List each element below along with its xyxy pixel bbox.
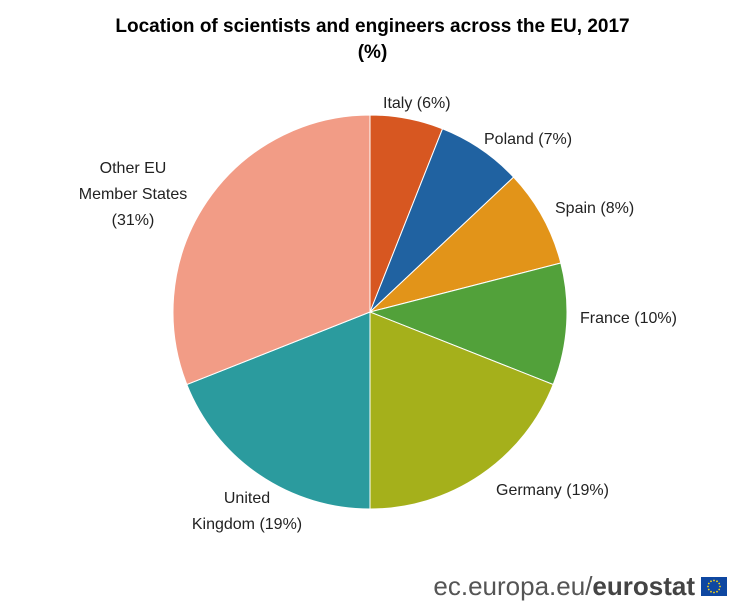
slice-label-line: Spain (8%) bbox=[555, 200, 634, 217]
slice-label: United Kingdom (19%) bbox=[192, 490, 302, 533]
slice-label-line: Kingdom (19%) bbox=[192, 516, 302, 533]
pie-slice bbox=[186, 311, 371, 510]
slice-label-line: France (10%) bbox=[580, 310, 677, 327]
flag-star bbox=[707, 582, 710, 584]
footer-site: ec.europa.eu/ bbox=[433, 570, 593, 601]
slice-label: France (10%) bbox=[580, 310, 677, 327]
eurostat-footer: ec.europa.eu/eurostat bbox=[433, 571, 727, 601]
flag-star bbox=[718, 582, 721, 584]
pie-slice bbox=[369, 176, 562, 313]
slice-label-line: (31%) bbox=[112, 212, 155, 229]
flag-star bbox=[710, 579, 712, 582]
pie-labels: Italy (6%) Poland (7%) Spain (8%) France (1… bbox=[79, 95, 677, 533]
slice-label-line: Italy (6%) bbox=[383, 95, 451, 112]
slice-label-line: Other EU bbox=[100, 160, 167, 177]
slice-label: Other EU Member States (31%) bbox=[79, 160, 187, 229]
slice-label-line: United bbox=[224, 490, 270, 507]
eu-flag-icon bbox=[701, 576, 727, 596]
slice-label: Poland (7%) bbox=[484, 131, 572, 148]
footer-text: ec.europa.eu/eurostat bbox=[433, 571, 695, 602]
flag-star bbox=[719, 585, 721, 587]
slice-label-line: Member States bbox=[79, 186, 187, 203]
slice-label-line: Germany (19%) bbox=[496, 482, 609, 499]
pie-slice bbox=[368, 262, 568, 386]
flag-star bbox=[716, 579, 718, 582]
slice-label: Germany (19%) bbox=[496, 482, 609, 499]
pie-slices bbox=[172, 114, 568, 510]
chart-title: Location of scientists and engineers acr… bbox=[0, 14, 745, 66]
flag-star bbox=[713, 591, 715, 593]
flag-star bbox=[710, 590, 712, 593]
flag-star bbox=[716, 590, 718, 593]
flag-star bbox=[707, 588, 710, 590]
chart-title-line: Location of scientists and engineers acr… bbox=[115, 16, 630, 37]
flag-star bbox=[707, 585, 709, 587]
slice-label: Italy (6%) bbox=[383, 95, 451, 112]
slice-label-line: Poland (7%) bbox=[484, 131, 572, 148]
pie-slice bbox=[172, 114, 371, 386]
chart-subtitle: (%) bbox=[357, 42, 388, 63]
slice-label: Spain (8%) bbox=[555, 200, 634, 217]
flag-star bbox=[713, 579, 715, 581]
flag-star bbox=[718, 588, 721, 590]
footer-brand: eurostat bbox=[592, 570, 695, 601]
pie-slice bbox=[369, 311, 554, 510]
